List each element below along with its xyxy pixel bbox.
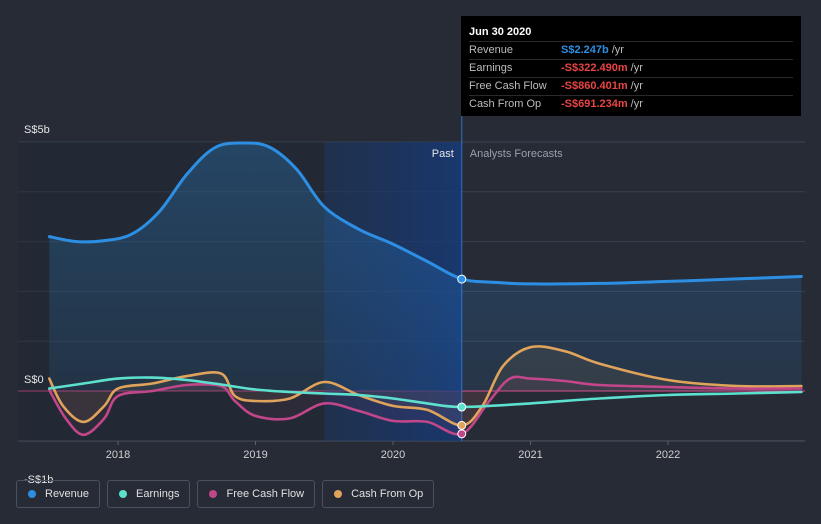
- x-tick-label: 2021: [518, 449, 542, 461]
- free_cash_flow-area: [49, 376, 802, 435]
- legend-label: Cash From Op: [351, 488, 424, 500]
- cash_from_op-marker: [457, 420, 467, 430]
- revenue-marker: [457, 274, 467, 284]
- x-tick-label: 2019: [243, 449, 267, 461]
- tooltip-date: Jun 30 2020: [469, 26, 532, 38]
- tooltip-label: Revenue: [469, 44, 514, 56]
- legend-item-revenue[interactable]: Revenue: [16, 480, 101, 508]
- revenue-line: [47, 141, 803, 286]
- y-tick-label: S$0: [24, 374, 44, 386]
- tooltip-label: Cash From Op: [469, 98, 542, 110]
- tooltip-row-revenue: Revenue S$2.247b /yr: [469, 41, 793, 59]
- legend-item-earnings[interactable]: Earnings: [107, 480, 191, 508]
- y-tick-label: S$5b: [24, 124, 50, 136]
- tooltip-value: -S$322.490m: [561, 62, 628, 74]
- tooltip-row-cash-from-op: Cash From Op -S$691.234m /yr: [469, 95, 793, 113]
- tooltip-unit: /yr: [630, 62, 643, 74]
- legend-label: Earnings: [136, 488, 180, 500]
- y-tick-label: -S$1b: [24, 474, 53, 486]
- x-tick-label: 2022: [656, 449, 680, 461]
- free_cash_flow-marker: [457, 429, 467, 439]
- tooltip-row-earnings: Earnings -S$322.490m /yr: [469, 59, 793, 77]
- legend-label: Free Cash Flow: [226, 488, 305, 500]
- tooltip-unit: /yr: [630, 80, 643, 92]
- tooltip-unit: /yr: [611, 44, 624, 56]
- legend-label: Revenue: [45, 488, 90, 500]
- earnings-marker: [457, 402, 467, 412]
- x-tick-label: 2018: [106, 449, 130, 461]
- forecast-label: Analysts Forecasts: [470, 148, 563, 160]
- revenue-area: [49, 142, 802, 391]
- legend: Revenue Earnings Free Cash Flow Cash Fro…: [16, 480, 435, 508]
- tooltip-value: -S$691.234m: [561, 98, 628, 110]
- earnings-line: [48, 376, 803, 409]
- free_cash_flow-line: [48, 375, 803, 437]
- free-cash-flow-dot-icon: [209, 490, 218, 498]
- tooltip-panel: Jun 30 2020 Revenue S$2.247b /yr Earning…: [461, 16, 801, 116]
- revenue-dot-icon: [28, 490, 36, 498]
- legend-item-cash-from-op[interactable]: Cash From Op: [322, 480, 435, 508]
- tooltip-unit: /yr: [630, 98, 643, 110]
- x-tick-label: 2020: [381, 449, 405, 461]
- tooltip-value: S$2.247b: [561, 44, 609, 56]
- tooltip-label: Earnings: [469, 62, 513, 74]
- tooltip-label: Free Cash Flow: [469, 80, 547, 92]
- cash-from-op-dot-icon: [334, 490, 343, 498]
- cash_from_op-line: [48, 345, 803, 427]
- legend-item-free-cash-flow[interactable]: Free Cash Flow: [197, 480, 316, 508]
- past-label: Past: [432, 148, 454, 160]
- earnings-dot-icon: [119, 490, 128, 498]
- tooltip-row-free-cash-flow: Free Cash Flow -S$860.401m /yr: [469, 77, 793, 95]
- tooltip-value: -S$860.401m: [561, 80, 628, 92]
